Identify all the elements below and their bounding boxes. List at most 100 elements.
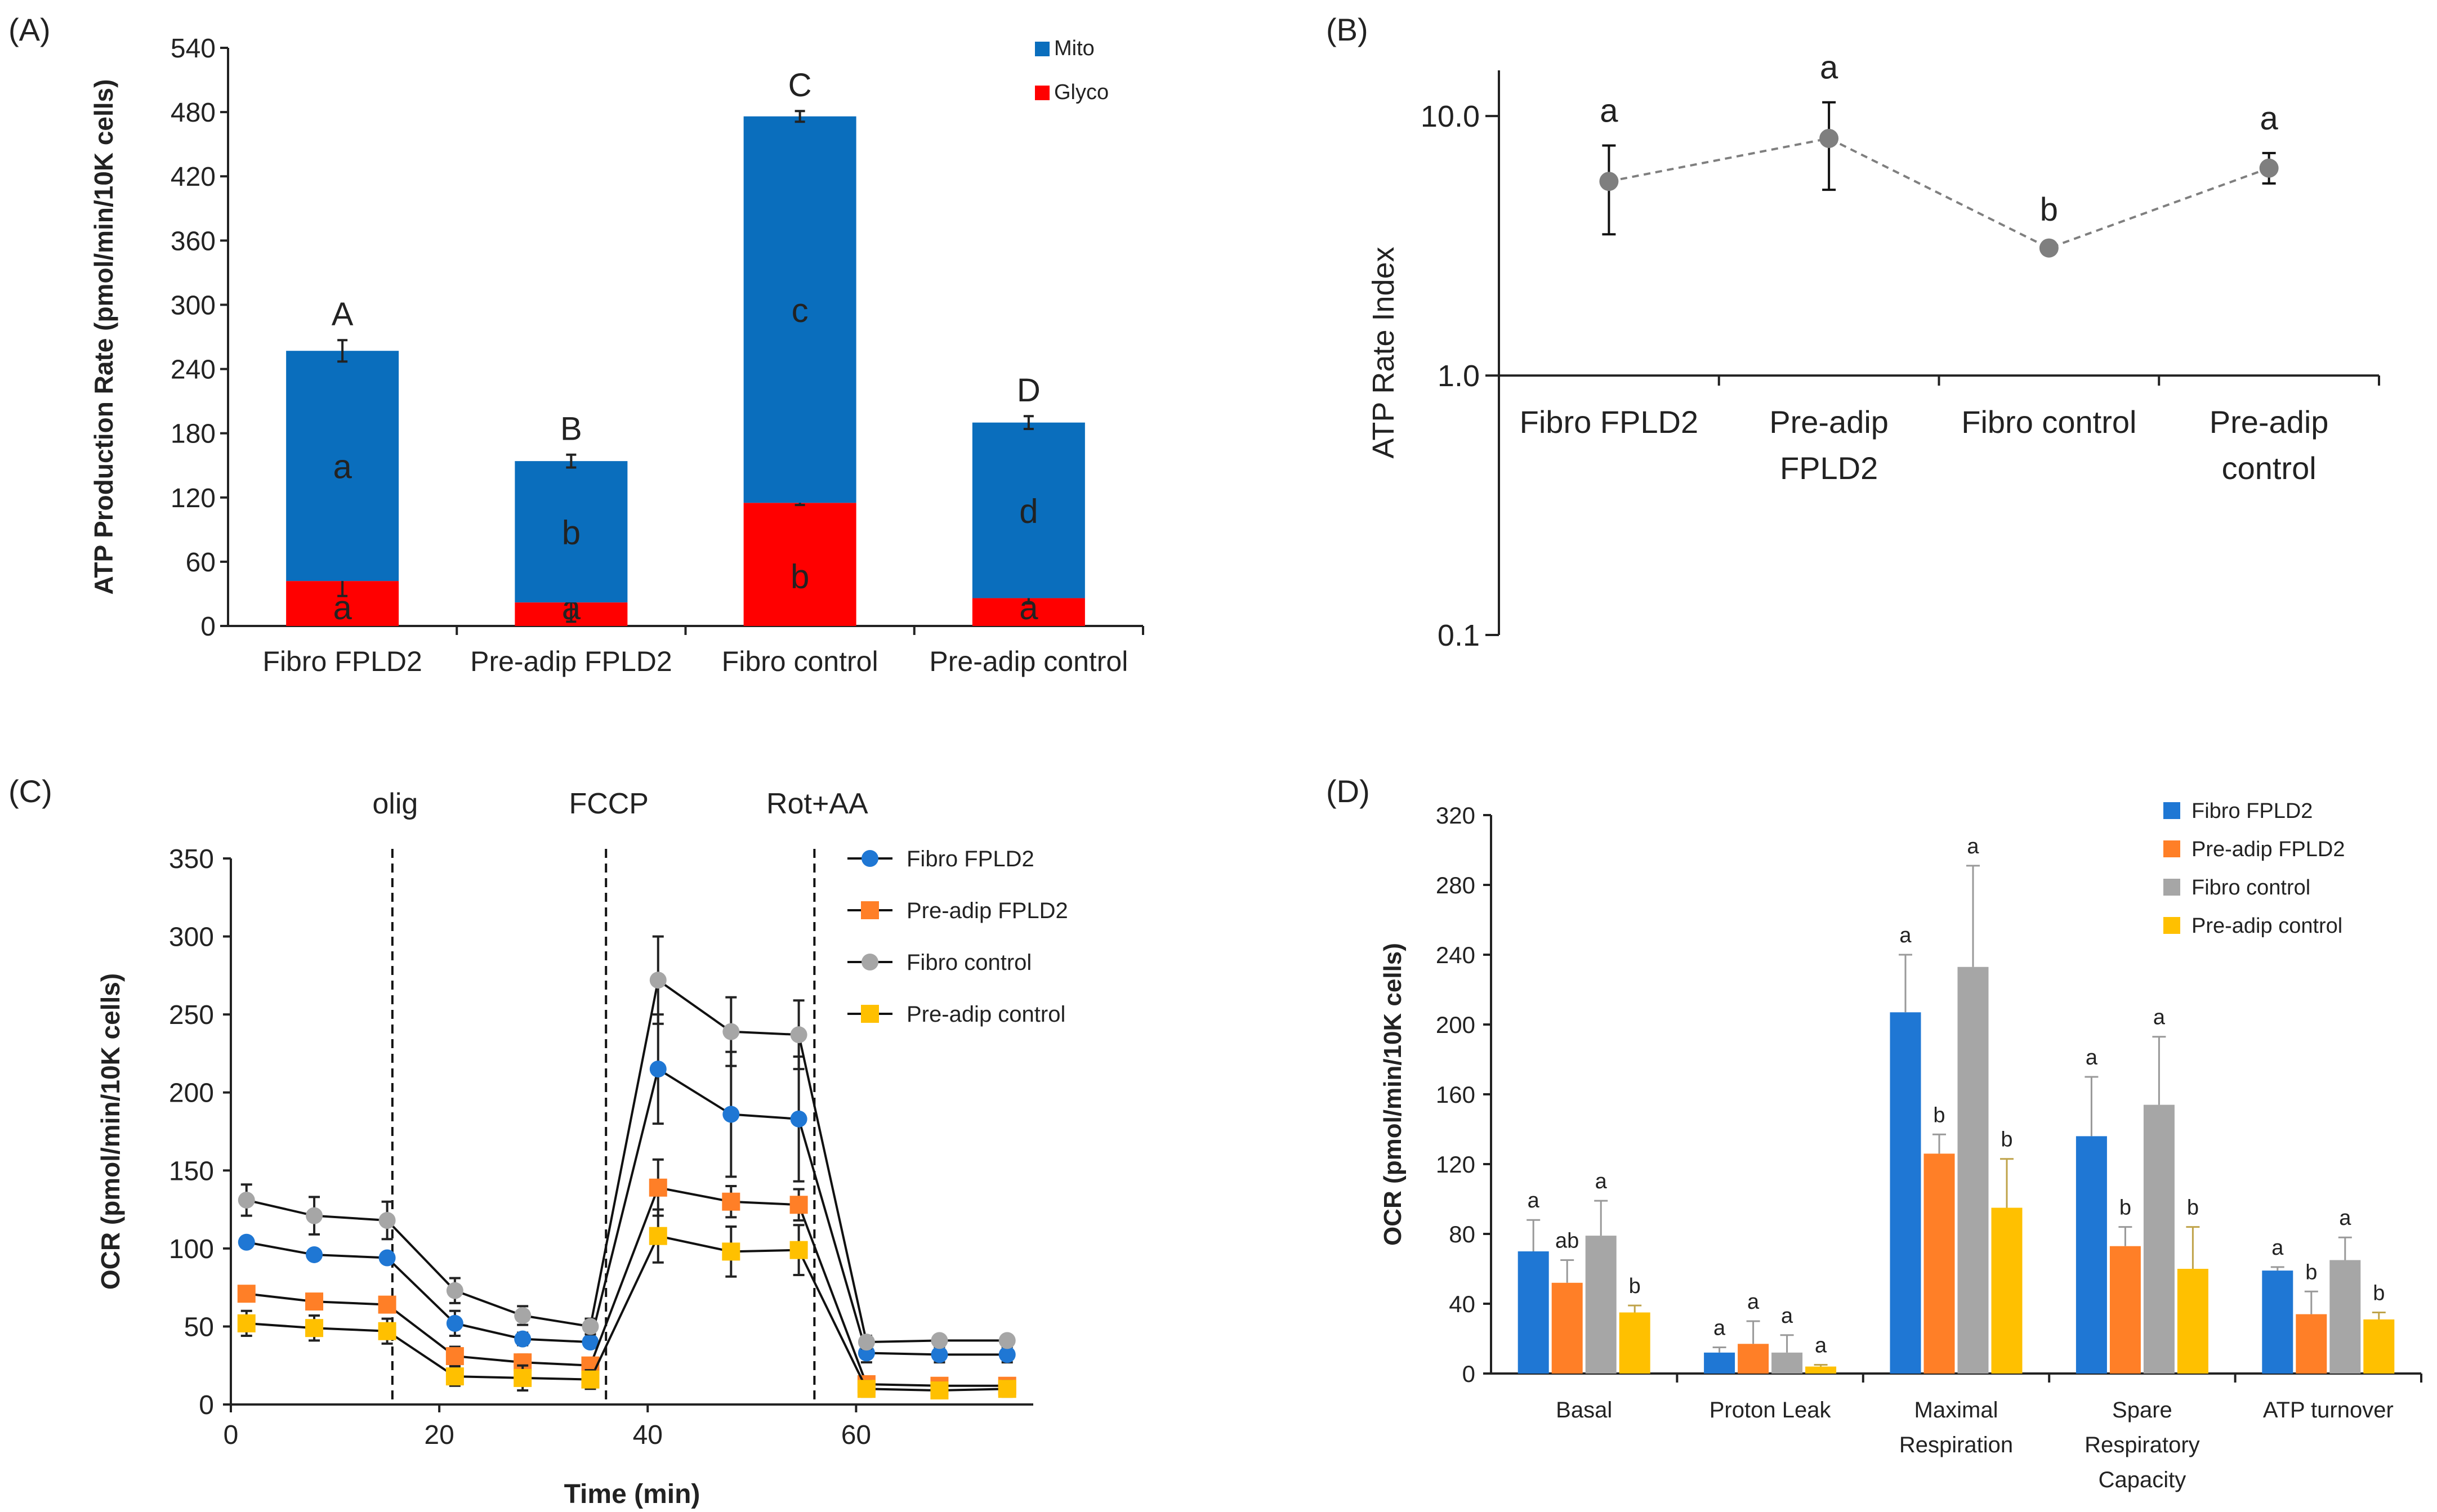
y-tick-label: 120 xyxy=(1436,1151,1475,1178)
y-tick-label: 180 xyxy=(171,419,216,449)
x-tick-label: control xyxy=(2222,450,2317,486)
data-point xyxy=(998,1380,1016,1398)
y-tick-label: 150 xyxy=(169,1156,214,1186)
y-tick-label: 300 xyxy=(171,290,216,320)
data-point xyxy=(790,1026,807,1044)
significance-letter: b xyxy=(2119,1196,2131,1220)
y-tick-label: 240 xyxy=(171,355,216,385)
data-point xyxy=(378,1249,396,1267)
y-tick-label: 540 xyxy=(171,34,216,64)
legend-swatch xyxy=(2163,840,2180,857)
total-letter: B xyxy=(560,411,582,448)
x-tick-label: Pre-adip FPLD2 xyxy=(470,646,672,677)
x-tick-label: Proton Leak xyxy=(1710,1398,1832,1422)
data-point xyxy=(378,1295,396,1314)
significance-letter: a xyxy=(2260,100,2278,137)
data-point xyxy=(858,1334,875,1351)
data-point xyxy=(378,1211,396,1229)
y-tick-label: 1.0 xyxy=(1438,359,1480,393)
x-tick-label: ATP turnover xyxy=(2263,1398,2394,1422)
significance-letter: a xyxy=(2271,1236,2284,1260)
data-point xyxy=(514,1330,532,1348)
significance-letter: ab xyxy=(1555,1229,1579,1253)
data-point xyxy=(514,1307,532,1325)
data-point xyxy=(649,1227,667,1245)
y-tick-label: 50 xyxy=(184,1312,214,1342)
bar xyxy=(1923,1153,1955,1374)
data-point xyxy=(931,1346,948,1363)
injection-label: olig xyxy=(372,788,418,820)
legend-label: Mito xyxy=(1054,37,1095,60)
significance-letter: a xyxy=(2153,1006,2166,1030)
bar xyxy=(2143,1104,2175,1374)
y-tick-label: 40 xyxy=(1449,1291,1475,1317)
significance-letter: a xyxy=(1747,1290,1760,1314)
legend-marker xyxy=(862,850,878,867)
data-point xyxy=(649,972,667,989)
data-point xyxy=(649,1178,667,1197)
y-axis-title: ATP Rate Index xyxy=(1367,247,1400,458)
bar-mito xyxy=(515,461,628,603)
panel-label: (B) xyxy=(1326,12,1368,47)
data-point xyxy=(998,1332,1016,1349)
segment-letter: d xyxy=(1019,493,1038,530)
data-point xyxy=(305,1292,324,1311)
data-point xyxy=(2259,158,2279,178)
data-point xyxy=(722,1023,740,1040)
significance-letter: a xyxy=(1781,1304,1793,1328)
injection-label: Rot+AA xyxy=(766,788,868,820)
x-tick-label: 0 xyxy=(224,1420,239,1450)
series-line xyxy=(246,978,1007,1344)
data-point xyxy=(1599,172,1619,191)
series-line xyxy=(246,1067,1007,1356)
data-point xyxy=(930,1381,949,1400)
data-point xyxy=(649,1061,667,1078)
panel-label: (C) xyxy=(8,773,52,809)
y-tick-label: 60 xyxy=(186,548,216,578)
y-tick-label: 0.1 xyxy=(1438,619,1480,652)
x-tick-label: FPLD2 xyxy=(1780,450,1878,486)
data-point xyxy=(237,1314,256,1332)
x-tick-label: Fibro control xyxy=(1961,404,2136,440)
data-point xyxy=(378,1322,396,1340)
segment-letter: a xyxy=(333,448,352,486)
significance-letter: a xyxy=(1815,1334,1827,1358)
x-tick-label: Basal xyxy=(1556,1398,1612,1422)
significance-letter: a xyxy=(1899,924,1912,947)
y-axis-title: OCR (pmol/min/10K cells) xyxy=(96,973,125,1290)
data-point xyxy=(237,1285,256,1303)
data-point xyxy=(446,1314,463,1332)
data-point xyxy=(446,1282,463,1299)
x-tick-label: 40 xyxy=(633,1420,663,1450)
y-tick-label: 80 xyxy=(1449,1221,1475,1247)
y-tick-label: 320 xyxy=(1436,802,1475,829)
y-tick-label: 100 xyxy=(169,1234,214,1264)
legend-marker xyxy=(862,954,878,970)
significance-letter: b xyxy=(1629,1274,1641,1298)
bar-mito xyxy=(972,422,1085,598)
x-tick-label: Pre-adip control xyxy=(929,646,1128,677)
x-tick-label: Respiration xyxy=(1899,1433,2013,1457)
data-point xyxy=(514,1368,532,1387)
bar xyxy=(2177,1269,2208,1374)
y-tick-label: 350 xyxy=(169,844,214,874)
legend-label: Fibro control xyxy=(907,950,1032,975)
bar-mito xyxy=(743,116,856,503)
segment-letter: a xyxy=(333,589,352,627)
data-point xyxy=(857,1380,876,1398)
significance-letter: b xyxy=(2001,1128,2012,1152)
legend-label: Glyco xyxy=(1054,80,1109,104)
x-tick-label: Pre-adip xyxy=(2210,404,2329,440)
panel-d: (D) 0 40 80 120 160 200 240 280 320 OCR (pmol/min/… xyxy=(1326,773,2422,1492)
y-tick-label: 0 xyxy=(200,612,216,642)
legend-swatch xyxy=(2163,917,2180,934)
y-tick-label: 360 xyxy=(171,226,216,256)
significance-letter: a xyxy=(1820,50,1838,86)
y-tick-label: 200 xyxy=(1436,1012,1475,1038)
x-tick-label: Fibro FPLD2 xyxy=(262,646,422,677)
significance-letter: a xyxy=(1600,92,1618,129)
legend-marker xyxy=(861,901,879,919)
legend-swatch xyxy=(1035,86,1050,100)
legend-label: Pre-adip control xyxy=(907,1002,1065,1027)
data-point xyxy=(582,1318,599,1335)
